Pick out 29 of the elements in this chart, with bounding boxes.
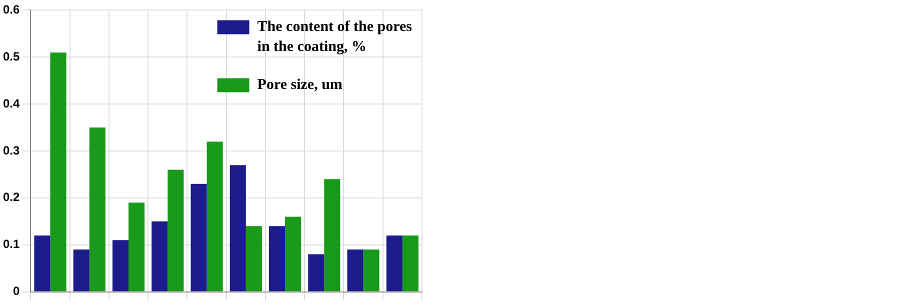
bar [50,52,66,292]
bar [230,165,246,292]
y-tick-label: 0.5 [2,49,20,64]
bar [89,128,106,292]
y-tick-label: 0.1 [2,237,20,252]
y-tick-label: 0 [12,284,20,298]
legend-label: The content of the pores in the coating, % [257,19,412,56]
bar [324,179,340,292]
legend-label: Pore size, um [257,77,343,94]
y-tick-label: 0.2 [2,190,20,204]
bar [285,216,302,292]
bar [152,221,168,292]
bar [206,142,223,292]
bar [268,226,286,292]
bar [246,226,262,292]
bar [112,240,129,292]
bar [347,250,364,292]
y-tick-label: 0.4 [2,96,20,110]
bar [190,184,207,292]
bar [34,235,50,292]
bar [128,202,145,292]
bar [402,235,418,292]
bar [363,250,380,292]
y-tick-label: 0.6 [2,2,20,17]
bar [73,250,90,292]
bar [308,254,324,292]
y-tick-label: 0.3 [2,143,20,158]
bar [168,170,184,292]
bar [386,235,402,292]
